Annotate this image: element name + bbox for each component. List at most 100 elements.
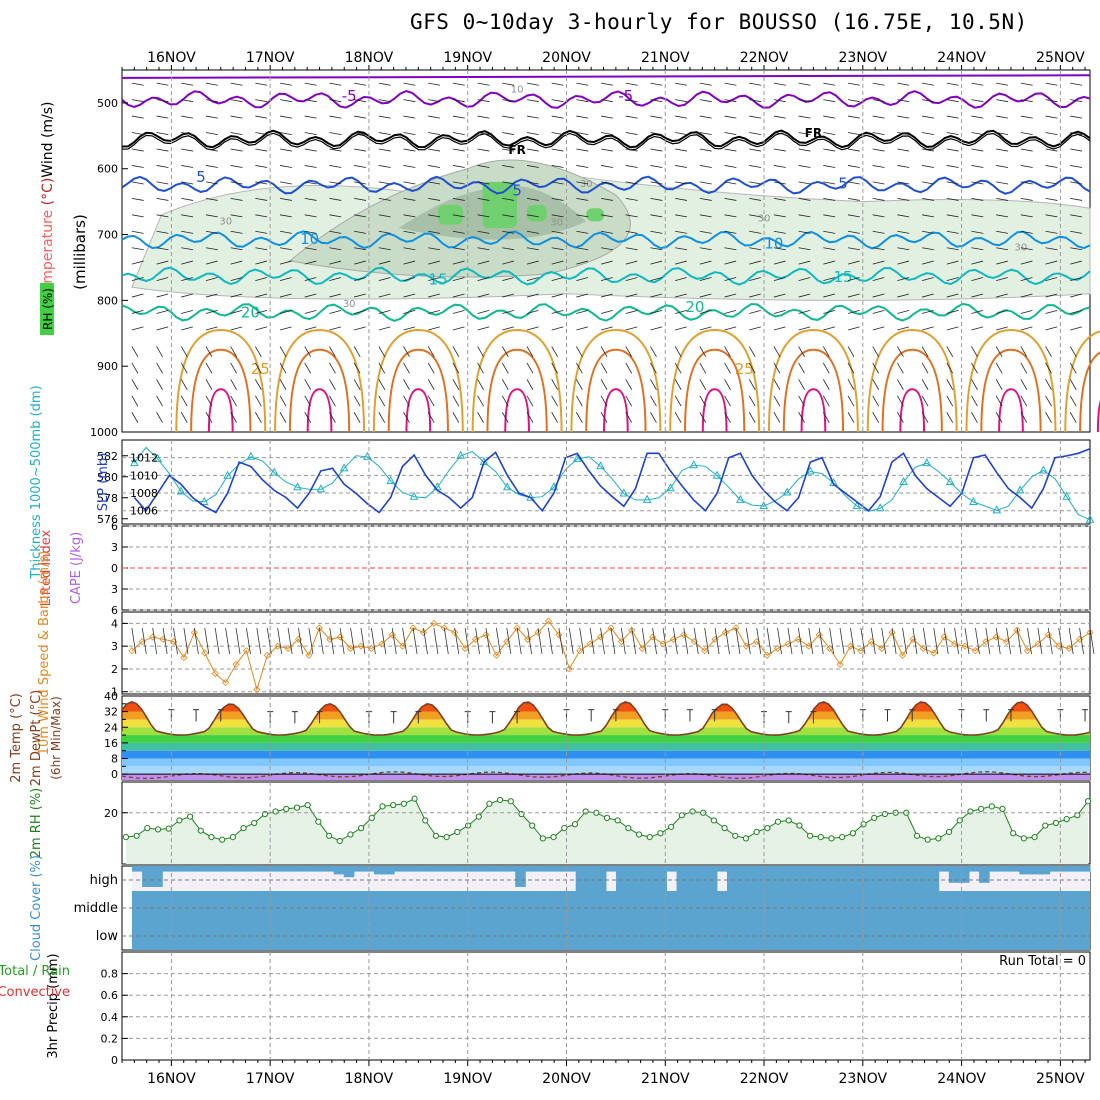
cloud-high-bar [394,866,405,872]
wind-barb [674,346,682,358]
y-tick-label: 0 [111,768,118,781]
rh2m-area [125,798,1089,864]
wind10m-barb [423,627,428,655]
wind-barb [255,310,268,314]
wind10m-marker [711,635,719,643]
wind-barb [724,115,737,119]
wind-barb [872,132,885,136]
rh2m-marker [122,833,130,841]
wind-barb [1045,214,1058,218]
wind-barb [897,412,904,423]
rh2m-marker [390,801,397,809]
wind-barb [452,293,465,298]
wind-barb [749,197,762,201]
wind-barb [156,197,169,201]
rh2m-marker [806,832,814,839]
warm-contour [980,348,1042,433]
wind-barb [798,82,811,86]
wind-barb [996,197,1009,201]
wind-barb [699,214,712,218]
wind-barb [428,293,440,298]
wind-barb [403,412,410,423]
wind10m-marker [576,647,584,655]
wind-barb [230,412,237,423]
thickness-marker [642,494,652,503]
wind10m-barb [1047,627,1053,655]
wind10m-marker [1044,631,1052,639]
wind-barb [180,412,188,423]
wind-barb [897,115,910,119]
wind-barb [403,326,416,331]
isotherm-label: 15 [429,271,448,289]
thickness-marker [316,484,326,493]
rh2m-marker [753,828,760,836]
wind-barb [922,181,934,185]
thickness-marker [130,458,139,467]
wind-barb [551,132,564,136]
thickness-marker [1039,465,1048,474]
wind-barb [156,82,169,86]
wind-barb [131,362,139,374]
wind-barb [1020,197,1033,201]
wind-barb [551,346,559,358]
thickness-marker [386,475,396,484]
rh2m-marker [924,836,931,843]
wind10m-panel: 1 2 3 4 [111,617,1095,699]
wind-barb [378,310,391,314]
wind-barb [699,181,712,185]
wind-barb [749,148,762,152]
cloud-high-bar [696,866,708,894]
wind-barb [600,412,608,423]
wind-barb [181,99,194,103]
wind-barb [625,148,638,152]
wind-barb [600,82,613,86]
wind-barb [625,115,638,119]
wind-barb [971,165,984,168]
wind-barb [773,362,781,374]
wind-barb [576,412,583,423]
cloud-high-bar [787,866,799,894]
wind-barb [354,148,367,152]
wind10m-marker [326,635,334,643]
wind-barb [773,214,786,218]
cloud-high-bar [666,866,678,872]
wind10m-marker [315,624,323,632]
isotherm-label: FR [805,126,822,140]
wind-barb [724,181,737,185]
wind-barb [403,310,416,314]
wind-barb [279,99,292,103]
wind10m-barb [808,627,814,655]
wind-barb [131,346,139,358]
label-cloud-cover: Cloud Cover (%) [29,855,44,961]
wind10m-barb [152,627,158,655]
wind-barb [428,214,441,218]
label-thickness: Thickness 1000~500mb (dm) [29,385,44,579]
wind-barb [773,165,786,168]
wind-barb [205,247,218,251]
rh2m-marker [1074,812,1081,819]
wind10m-barb [787,627,793,655]
wind-barb [205,82,218,86]
wind-barb [971,115,984,119]
wind-barb [872,310,885,314]
wind-barb [329,326,342,331]
wind-barb [230,99,243,103]
side-labels: Temperature (°C)Wind (m/s)RH (%)(milliba… [0,101,111,1058]
wind10m-barb [1079,627,1084,655]
wind-barb [329,132,342,136]
warm-contour [767,328,859,433]
wind-barb [1020,214,1033,218]
wind-barb [822,412,830,423]
wind-barb [798,326,811,331]
wind-barb [551,214,564,218]
y-tick-label: 578 [97,492,118,505]
wind-barb [477,346,484,358]
wind10m-barb [766,627,772,655]
cloud-high-bar [948,866,960,883]
wind-barb [1045,326,1058,331]
wind-barb [921,362,929,374]
wind-barb [946,165,959,168]
wind-barb [329,197,342,201]
cloud-high-bar [737,866,748,894]
wind-barb [230,379,237,390]
